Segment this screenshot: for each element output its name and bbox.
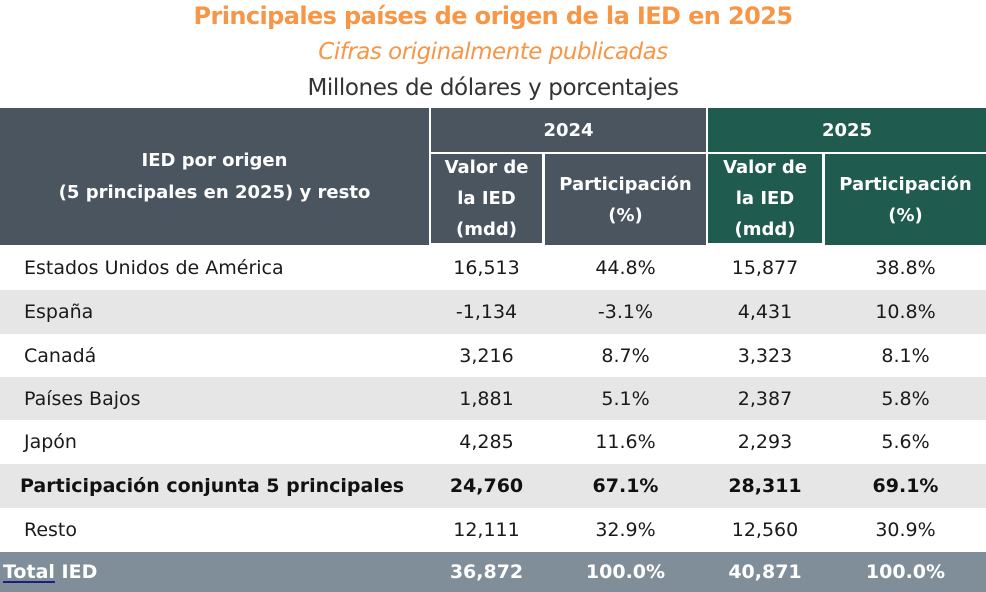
total-row: Total IED 36,872 100.0% 40,871 100.0% — [0, 552, 986, 592]
value-2024: 3,216 — [459, 344, 514, 367]
header-participacion-2025: Participación (%) — [825, 154, 986, 245]
share-2024: 5.1% — [601, 387, 650, 410]
header-origin: IED por origen (5 principales en 2025) y… — [0, 108, 429, 245]
table-row: Canadá 3,216 8.7% 3,323 8.1% — [0, 334, 986, 377]
value-2024: 1,881 — [459, 387, 514, 410]
value-2025: 2,293 — [737, 431, 793, 453]
header-valor-line3: (mdd) — [734, 219, 796, 240]
share-2024: -3.1% — [597, 301, 654, 323]
header-valor-2025: Valor de la IED (mdd) — [708, 154, 822, 243]
header-part-line2: (%) — [608, 204, 643, 226]
table-subtitle: Cifras originalmente publicadas — [318, 39, 668, 65]
value-2024: 16,513 — [453, 256, 520, 279]
share-2025: 69.1% — [872, 475, 939, 497]
share-2024: 8.7% — [601, 344, 650, 367]
header-valor-line1: Valor de — [723, 157, 807, 178]
value-2025: 3,323 — [737, 344, 793, 367]
share-2025: 5.6% — [881, 431, 930, 453]
share-2024: 67.1% — [592, 475, 659, 497]
row-label: Estados Unidos de América — [24, 256, 284, 279]
subtotal-row: Participación conjunta 5 principales 24,… — [0, 464, 986, 508]
header-origin-line1: IED por origen — [141, 149, 288, 171]
value-2025: 12,560 — [731, 519, 799, 541]
total-value-2025: 40,871 — [728, 561, 802, 583]
header-valor-2024: Valor de la IED (mdd) — [431, 154, 542, 243]
share-2024: 44.8% — [595, 256, 656, 279]
table-title: Principales países de origen de la IED e… — [193, 2, 793, 30]
share-2025: 38.8% — [875, 256, 936, 279]
table-row: Japón 4,285 11.6% 2,293 5.6% — [0, 420, 986, 464]
header-year-2025: 2025 — [708, 108, 986, 152]
total-label: Total IED — [3, 552, 97, 592]
header-origin-line2: (5 principales en 2025) y resto — [58, 181, 371, 203]
row-label: Canadá — [24, 344, 97, 367]
row-label: España — [24, 301, 94, 323]
share-2025: 8.1% — [881, 344, 930, 367]
table-row: Resto 12,111 32.9% 12,560 30.9% — [0, 508, 986, 552]
share-2024: 32.9% — [595, 519, 656, 541]
header-valor-line2: la IED — [457, 188, 516, 209]
row-label: Resto — [24, 519, 78, 541]
value-2024: -1,134 — [455, 301, 518, 323]
header-valor-line1: Valor de — [444, 157, 529, 178]
row-label: Participación conjunta 5 principales — [20, 475, 405, 497]
share-2025: 30.9% — [875, 519, 936, 541]
value-2025: 4,431 — [737, 301, 793, 323]
header-part-line1: Participación — [559, 173, 692, 195]
share-2024: 11.6% — [595, 431, 656, 453]
header-part-line2: (%) — [888, 204, 923, 226]
total-share-2025: 100.0% — [865, 561, 946, 583]
header-year-2024: 2024 — [431, 108, 706, 152]
row-label: Países Bajos — [24, 387, 141, 410]
value-2024: 4,285 — [459, 431, 514, 453]
value-2025: 2,387 — [737, 387, 793, 410]
header-valor-line3: (mdd) — [456, 219, 517, 240]
total-label-rest: IED — [54, 561, 98, 583]
value-2024: 12,111 — [453, 519, 520, 541]
share-2025: 5.8% — [881, 387, 930, 410]
header-participacion-2024: Participación (%) — [545, 154, 706, 245]
table-row: Estados Unidos de América 16,513 44.8% 1… — [0, 245, 986, 290]
table-row: España -1,134 -3.1% 4,431 10.8% — [0, 290, 986, 334]
row-label: Japón — [24, 431, 77, 453]
value-2025: 15,877 — [731, 256, 799, 279]
value-2025: 28,311 — [728, 475, 802, 497]
header-valor-line2: la IED — [735, 188, 795, 209]
value-2024: 24,760 — [449, 475, 524, 497]
table-units: Millones de dólares y porcentajes — [307, 75, 679, 101]
total-link[interactable]: Total — [3, 561, 55, 583]
total-value-2024: 36,872 — [449, 561, 524, 583]
total-share-2024: 100.0% — [585, 561, 666, 583]
header-part-line1: Participación — [839, 173, 972, 195]
share-2025: 10.8% — [875, 301, 936, 323]
table-row: Países Bajos 1,881 5.1% 2,387 5.8% — [0, 377, 986, 420]
